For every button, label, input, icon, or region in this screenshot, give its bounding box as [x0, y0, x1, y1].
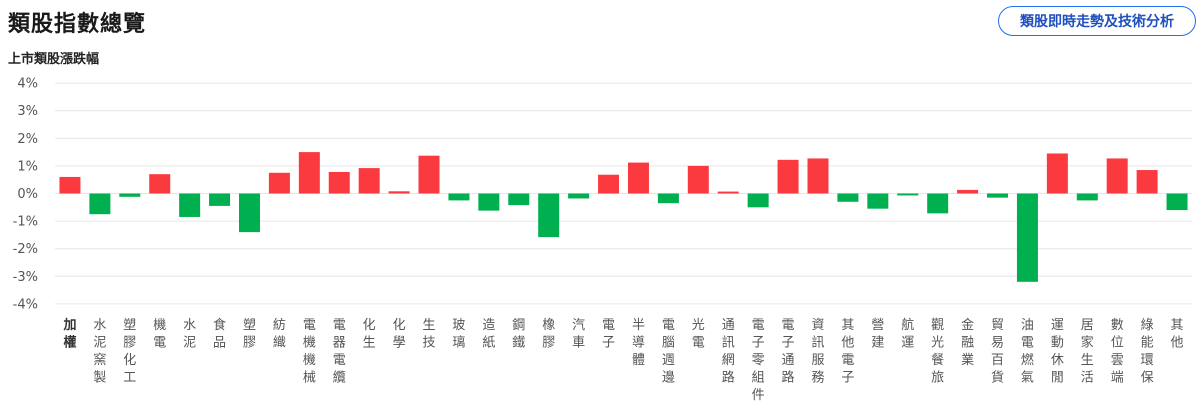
bar-5 [209, 193, 231, 206]
category-label: 水泥 [183, 318, 196, 351]
y-tick-label: 4% [17, 77, 38, 92]
bar-32 [1016, 193, 1038, 282]
chart-title: 上市類股漲跌幅 [8, 52, 100, 67]
category-label: 營建 [871, 318, 884, 351]
bar-30 [957, 189, 979, 194]
category-label: 貿易百貨 [991, 318, 1004, 386]
category-label: 半導體 [632, 318, 645, 368]
bar-10 [358, 168, 380, 194]
y-tick-label: 3% [17, 104, 38, 119]
category-label: 造紙 [482, 318, 495, 351]
bar-28 [897, 193, 919, 196]
bar-7 [268, 172, 290, 194]
category-label: 食品 [213, 317, 226, 351]
y-tick-label: -3% [13, 270, 38, 285]
y-tick-label: 0% [17, 187, 38, 202]
category-label: 觀光餐旅 [931, 318, 944, 386]
page-title: 類股指數總覽 [8, 12, 147, 37]
category-label: 機電 [153, 318, 166, 351]
bar-20 [657, 193, 679, 204]
category-label: 電腦週邊 [662, 318, 675, 386]
bar-13 [448, 193, 470, 201]
bar-23 [747, 193, 769, 208]
category-label: 航運 [901, 317, 914, 351]
bar-19 [627, 162, 649, 194]
category-label: 生技 [423, 318, 436, 351]
category-label: 其他 [1171, 318, 1184, 351]
bar-24 [777, 159, 799, 194]
category-label: 塑膠化工 [123, 318, 136, 386]
bar-17 [568, 193, 590, 199]
y-tick-label: 2% [17, 132, 38, 147]
category-label: 綠能環保 [1141, 318, 1154, 386]
y-tick-label: 1% [17, 159, 38, 174]
category-label: 其他電子 [841, 318, 854, 386]
bar-3 [149, 174, 171, 194]
category-label: 金融業 [961, 317, 974, 368]
bar-1 [89, 193, 111, 215]
bar-15 [508, 193, 530, 206]
category-label: 汽車 [572, 318, 585, 351]
category-label: 數位雲端 [1111, 318, 1124, 386]
bar-25 [807, 158, 829, 194]
bar-37 [1166, 193, 1188, 211]
category-label: 塑膠 [243, 318, 256, 351]
bar-2 [119, 193, 141, 197]
category-label: 水泥窯製 [93, 318, 106, 386]
bar-27 [867, 193, 889, 209]
category-label: 玻璃 [452, 318, 465, 351]
bar-4 [179, 193, 201, 217]
category-label: 通訊網路 [722, 318, 735, 386]
bar-0 [59, 176, 81, 194]
category-label: 化生 [363, 318, 376, 351]
bar-22 [717, 191, 739, 194]
category-label: 居家生活 [1081, 318, 1094, 386]
bar-34 [1076, 193, 1098, 201]
category-label: 電子通路 [782, 318, 795, 386]
category-label: 電子 [602, 318, 615, 351]
bar-8 [298, 152, 320, 194]
bar-6 [238, 193, 260, 233]
bar-18 [598, 174, 620, 194]
category-label: 紡織 [273, 318, 286, 351]
category-label: 橡膠 [542, 318, 555, 351]
bar-9 [328, 171, 350, 194]
category-label: 加權 [62, 318, 76, 351]
bar-33 [1046, 153, 1068, 194]
category-label: 資訊服務 [811, 318, 824, 386]
bar-21 [687, 165, 709, 194]
bar-26 [837, 193, 859, 202]
y-tick-label: -4% [13, 297, 38, 312]
category-label: 電子零組件 [752, 318, 765, 403]
category-label: 運動休閒 [1051, 318, 1064, 386]
bar-11 [388, 191, 410, 194]
category-label: 化學 [393, 318, 406, 351]
bar-14 [478, 193, 500, 211]
bar-16 [538, 193, 560, 238]
bar-31 [987, 193, 1009, 198]
category-label: 油電燃氣 [1021, 318, 1034, 386]
category-label: 電機機械 [303, 318, 316, 386]
bar-12 [418, 155, 440, 194]
bar-29 [927, 193, 949, 214]
bar-35 [1106, 158, 1128, 194]
y-tick-label: -2% [13, 242, 38, 257]
bar-36 [1136, 170, 1158, 194]
realtime-technical-analysis-button[interactable]: 類股即時走勢及技術分析 [998, 6, 1196, 36]
category-label: 光電 [692, 318, 705, 351]
y-tick-label: -1% [13, 215, 38, 230]
category-label: 電器電纜 [333, 318, 346, 386]
category-label: 鋼鐵 [512, 318, 525, 351]
